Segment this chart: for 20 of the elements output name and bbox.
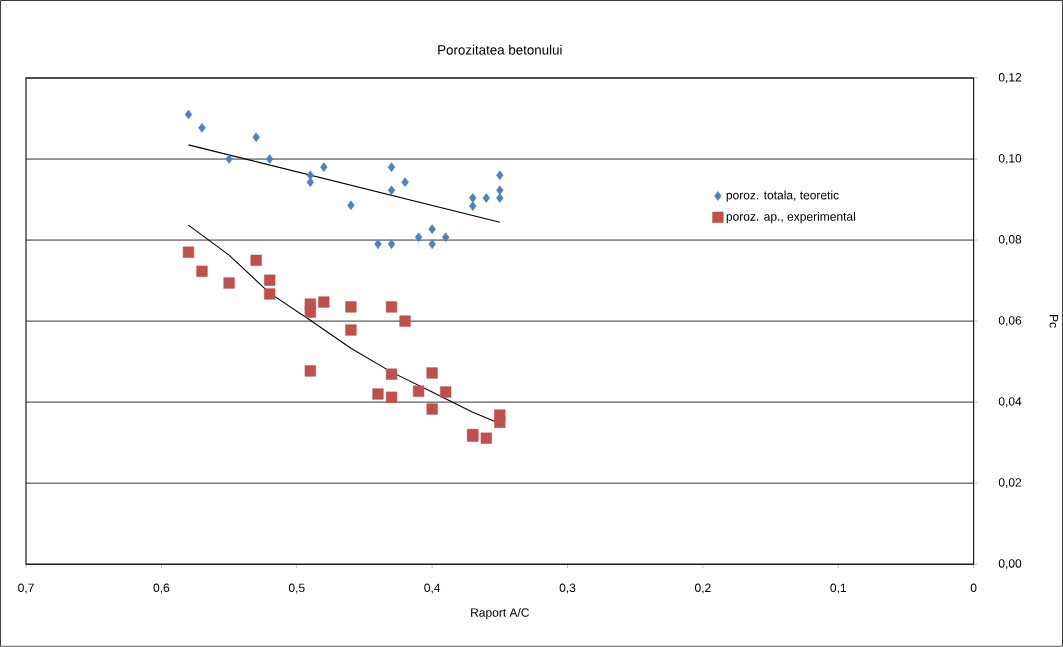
y-tick-label: 0,04 bbox=[998, 397, 1022, 408]
chart-title: Porozitatea betonului bbox=[438, 44, 562, 55]
x-tick-label: 0,3 bbox=[559, 583, 576, 594]
x-tick-label: 0,1 bbox=[830, 583, 847, 594]
y-tick-label: 0,10 bbox=[998, 154, 1022, 165]
y-tick-label: 0,08 bbox=[998, 235, 1022, 246]
x-tick-label: 0,7 bbox=[18, 583, 34, 594]
x-tick-label: 0,6 bbox=[153, 583, 170, 594]
x-tick-label: 0,2 bbox=[695, 583, 711, 594]
x-tick-label: 0 bbox=[970, 583, 977, 593]
legend-label: poroz. ap., experimental bbox=[726, 212, 855, 224]
y-tick-label: 0,00 bbox=[998, 559, 1022, 570]
y-tick-label: 0,12 bbox=[998, 73, 1022, 84]
x-tick-label: 0,5 bbox=[288, 583, 305, 594]
y-axis-title: Pc bbox=[1049, 315, 1058, 328]
y-tick-label: 0,06 bbox=[998, 316, 1022, 327]
y-tick-label: 0,02 bbox=[998, 478, 1022, 489]
legend-label: poroz. totala, teoretic bbox=[726, 190, 839, 202]
x-axis-title: Raport A/C bbox=[471, 608, 530, 620]
x-tick-label: 0,4 bbox=[424, 583, 441, 594]
